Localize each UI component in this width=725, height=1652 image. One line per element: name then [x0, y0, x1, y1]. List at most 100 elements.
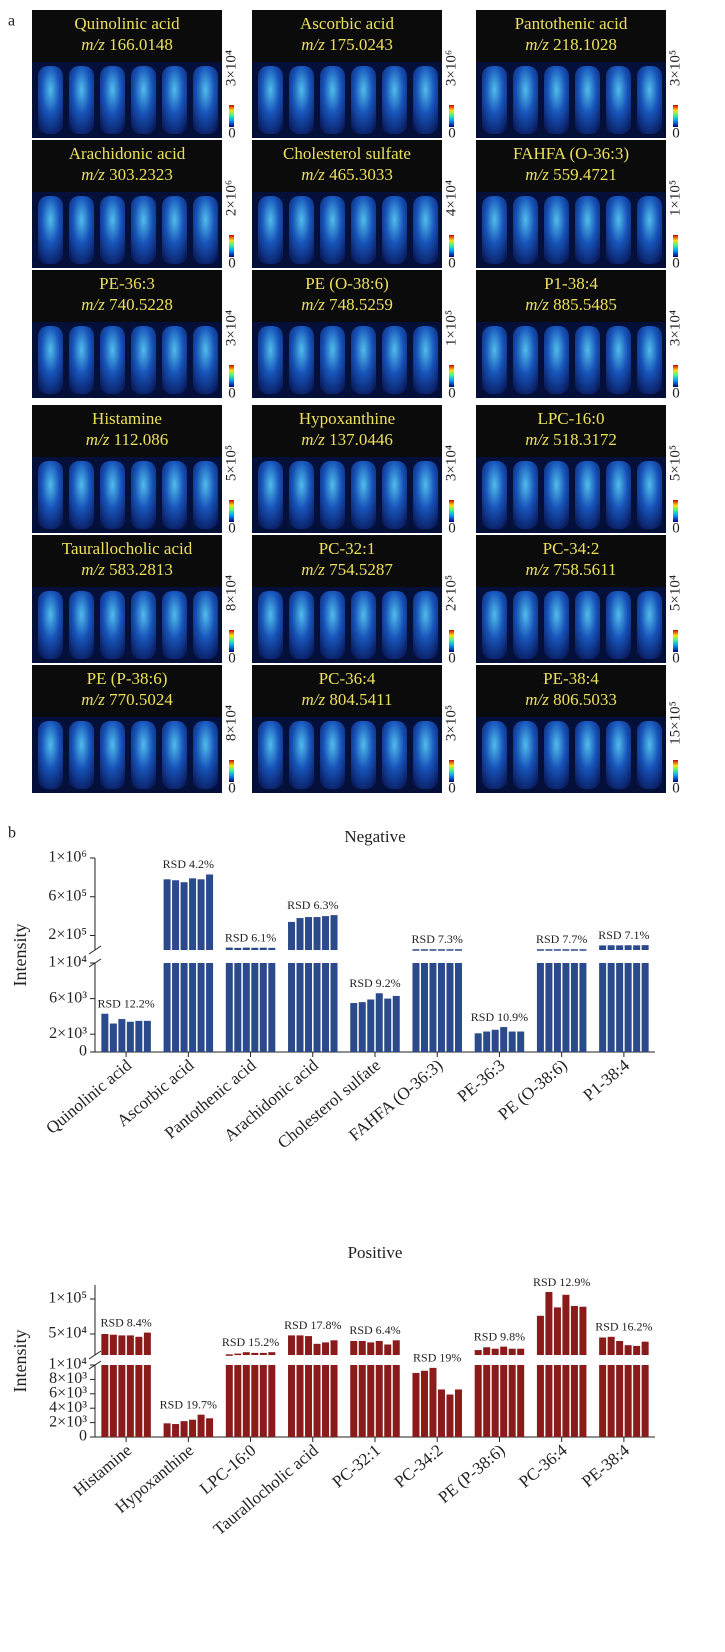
scale-max: 3×10⁴ [667, 310, 683, 346]
scale-min: 0 [448, 255, 456, 271]
bar-upper [446, 949, 453, 951]
tissue-section [38, 591, 63, 659]
scale-max: 4×10⁴ [443, 180, 459, 216]
bar [359, 1365, 366, 1437]
scale-max: 5×10⁵ [667, 445, 683, 481]
scale-min: 0 [448, 385, 456, 401]
tissue-section [320, 66, 345, 134]
tile-mz: m/z 137.0446 [301, 430, 393, 449]
colorbar [673, 630, 678, 652]
tissue-section [513, 196, 538, 264]
scale-min: 0 [228, 125, 236, 141]
bar [243, 963, 250, 1052]
tile-name: Quinolinic acid [74, 14, 180, 33]
bar [455, 1389, 462, 1437]
tissue-section [637, 196, 662, 264]
mz-value: 748.5259 [329, 295, 393, 314]
mz-prefix: m/z [81, 165, 105, 184]
bar-upper [517, 1349, 524, 1355]
tissue-section [193, 66, 218, 134]
tissue-section [413, 461, 438, 529]
y-tick-label: 0 [79, 1043, 87, 1060]
bar-upper [599, 945, 606, 950]
rsd-label: RSD 6.1% [225, 930, 276, 944]
tile-name: FAHFA (O-36:3) [513, 144, 629, 163]
bar [206, 963, 213, 1052]
bar-upper [172, 880, 179, 950]
bar [393, 996, 400, 1052]
bar-upper [438, 949, 445, 951]
rsd-label: RSD 4.2% [163, 857, 214, 871]
bar [509, 1032, 516, 1052]
bar [599, 963, 606, 1052]
tissue-section [544, 721, 569, 789]
tile-name: Hypoxanthine [299, 409, 395, 428]
bar [517, 1365, 524, 1437]
tissue-section [258, 196, 283, 264]
scale-min: 0 [228, 520, 236, 536]
bar-upper [331, 915, 338, 950]
scale-min: 0 [228, 255, 236, 271]
tissue-section [351, 591, 376, 659]
bar [537, 963, 544, 1052]
bar [412, 963, 419, 1052]
tissue-section [382, 326, 407, 394]
tissue-section [162, 721, 187, 789]
tile-name: Ascorbic acid [300, 14, 394, 33]
y-tick-label: 6×10³ [49, 989, 87, 1006]
rsd-label: RSD 7.1% [598, 928, 649, 942]
scale-max: 2×10⁵ [443, 575, 459, 611]
tissue-section [38, 461, 63, 529]
tissue-section [193, 591, 218, 659]
bar [172, 963, 179, 1052]
tissue-section [513, 721, 538, 789]
bar-upper [251, 1353, 258, 1355]
bar [260, 1365, 267, 1437]
tissue-section [162, 591, 187, 659]
mz-prefix: m/z [525, 165, 549, 184]
tile-mz: m/z 559.4721 [525, 165, 617, 184]
y-axis-label: Intensity [10, 924, 30, 987]
tissue-section [606, 591, 631, 659]
colorbar [449, 630, 454, 652]
tissue-section [131, 721, 156, 789]
bar [492, 1365, 499, 1437]
mz-value: 559.4721 [553, 165, 617, 184]
chart-title: Positive [348, 1243, 403, 1262]
tile-name: Histamine [92, 409, 162, 428]
rsd-label: RSD 12.9% [533, 1275, 590, 1289]
rsd-label: RSD 9.8% [474, 1329, 525, 1343]
bar [384, 999, 391, 1052]
x-tick-label: P1-38:4 [580, 1055, 634, 1104]
tissue-section [193, 721, 218, 789]
tissue-section [351, 461, 376, 529]
tile-mz: m/z 465.3033 [301, 165, 393, 184]
bar [101, 1365, 108, 1437]
scale-max: 8×10⁴ [223, 575, 239, 611]
scale-min: 0 [228, 650, 236, 666]
bar-upper [475, 1350, 482, 1355]
bar-upper [198, 879, 205, 950]
scale-max: 3×10⁴ [223, 310, 239, 346]
tissue-section [320, 326, 345, 394]
bar-upper [562, 1295, 569, 1355]
tissue-section [575, 326, 600, 394]
tissue-section [637, 591, 662, 659]
mz-prefix: m/z [301, 560, 325, 579]
bar [599, 1365, 606, 1437]
rsd-label: RSD 7.3% [412, 932, 463, 946]
tissue-section [69, 461, 94, 529]
bar [393, 1365, 400, 1437]
tissue-section [544, 66, 569, 134]
mz-prefix: m/z [81, 690, 105, 709]
tissue-section [193, 461, 218, 529]
colorbar [449, 105, 454, 127]
mz-prefix: m/z [301, 430, 325, 449]
tissue-section [637, 66, 662, 134]
bar [483, 1365, 490, 1437]
scale-max: 2×10⁶ [223, 180, 239, 216]
bar [260, 963, 267, 1052]
tile-name: Arachidonic acid [69, 144, 186, 163]
tile-name: PC-32:1 [319, 539, 376, 558]
bar [251, 963, 258, 1052]
